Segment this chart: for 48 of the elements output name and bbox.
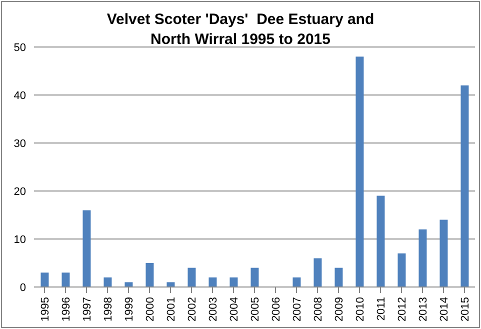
bar [188, 268, 196, 287]
bar [376, 196, 385, 287]
bar [398, 253, 406, 287]
y-tick-label: 50 [14, 42, 26, 54]
x-tick-label: 2002 [186, 297, 198, 322]
bar [82, 210, 91, 287]
y-tick-label: 40 [14, 90, 26, 102]
bar [104, 277, 112, 287]
x-tick-label: 2001 [165, 297, 178, 322]
x-tick-label: 2014 [438, 297, 450, 322]
bar [62, 272, 70, 287]
x-tick-label: 2004 [228, 297, 240, 322]
x-tick-label: 1995 [39, 297, 52, 322]
x-tick-label: 2011 [375, 297, 388, 321]
bar [460, 85, 469, 287]
x-tick-label: 2009 [333, 297, 346, 322]
bar [208, 277, 217, 287]
chart-title: Velvet Scoter 'Days' Dee Estuary and North Wirral 1995 to 2015 [106, 10, 376, 50]
y-tick-label: 30 [14, 138, 26, 150]
x-tick-label: 2007 [291, 297, 304, 322]
y-tick-label: 0 [20, 282, 26, 294]
x-tick-label: 1998 [102, 297, 114, 322]
x-tick-label: 2003 [207, 297, 220, 322]
x-tick-label: 2015 [459, 297, 472, 322]
x-tick-label: 1999 [123, 297, 136, 322]
bar [440, 220, 448, 287]
bar [40, 272, 49, 287]
bar [334, 268, 343, 287]
y-tick-label: 20 [14, 186, 26, 198]
x-tick-label: 2010 [354, 297, 366, 322]
bar [314, 258, 322, 287]
bar [250, 268, 259, 287]
x-tick-label: 2012 [396, 297, 408, 322]
bar [146, 263, 154, 287]
bar [124, 282, 133, 287]
bar [356, 56, 364, 287]
bar [166, 282, 175, 287]
x-tick-label: 1997 [81, 297, 94, 322]
x-tick-label: 1996 [60, 297, 72, 322]
x-tick-label: 2005 [249, 297, 262, 322]
x-tick-label: 2000 [144, 297, 156, 322]
x-tick-label: 2006 [270, 297, 282, 322]
bar [230, 277, 238, 287]
x-tick-label: 2013 [417, 297, 430, 322]
x-tick-label: 2008 [312, 297, 324, 322]
bar [418, 229, 427, 287]
bar [292, 277, 301, 287]
y-tick-label: 10 [14, 234, 26, 246]
